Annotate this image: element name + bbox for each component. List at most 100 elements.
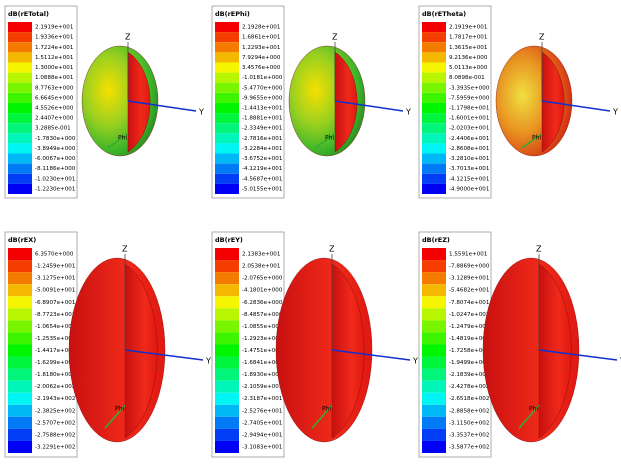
legend-swatch bbox=[422, 42, 446, 52]
legend-swatch bbox=[215, 62, 239, 72]
axis-label-phi: Phi bbox=[532, 135, 541, 142]
legend-label: -1.0230e+001 bbox=[35, 176, 76, 182]
legend-swatch bbox=[422, 52, 446, 62]
legend-label: 2.1383e+001 bbox=[242, 252, 281, 258]
figure: dB(rETotal)2.1919e+0011.9336e+0011.7224e… bbox=[0, 0, 621, 466]
legend-swatch bbox=[8, 154, 32, 164]
legend-swatch bbox=[8, 42, 32, 52]
legend-label: 8.7763e+000 bbox=[35, 85, 74, 91]
legend-swatch bbox=[422, 357, 446, 369]
legend-swatch bbox=[8, 284, 32, 296]
legend-swatch bbox=[8, 143, 32, 153]
legend-swatch bbox=[8, 308, 32, 320]
legend-swatch bbox=[8, 103, 32, 113]
legend-label: -2.1943e+002 bbox=[35, 396, 75, 402]
legend-swatch bbox=[215, 260, 239, 272]
legend-swatch bbox=[8, 184, 32, 194]
panel: dB(rEY)2.1383e+0012.0538e+001-2.0765e+00… bbox=[212, 232, 418, 457]
legend-swatch bbox=[422, 441, 446, 453]
legend-swatch bbox=[215, 154, 239, 164]
legend-label: -2.9494e+001 bbox=[242, 432, 283, 438]
legend-label: 5.0113e+000 bbox=[449, 65, 488, 71]
legend-swatch bbox=[422, 417, 446, 429]
axis-label-z: Z bbox=[329, 245, 335, 254]
legend-label: 1.5112e+001 bbox=[35, 55, 74, 61]
legend-label: 1.6861e+001 bbox=[242, 35, 281, 41]
legend-label: 2.1919e+001 bbox=[35, 25, 74, 31]
legend-swatch bbox=[215, 42, 239, 52]
legend-label: -1.2459e+001 bbox=[35, 264, 76, 270]
legend-swatch bbox=[422, 429, 446, 441]
legend-label: 1.7817e+001 bbox=[449, 35, 488, 41]
legend-label: 8.0898e-001 bbox=[449, 75, 485, 81]
legend-swatch bbox=[8, 369, 32, 381]
legend-label: -2.1059e+001 bbox=[242, 384, 283, 390]
legend-swatch bbox=[422, 308, 446, 320]
legend-swatch bbox=[8, 164, 32, 174]
legend-swatch bbox=[215, 429, 239, 441]
legend-swatch bbox=[8, 123, 32, 133]
legend-swatch bbox=[215, 103, 239, 113]
legend-swatch bbox=[215, 164, 239, 174]
legend-swatch bbox=[422, 22, 446, 32]
legend-label: -2.1839e+002 bbox=[449, 372, 489, 378]
legend-swatch bbox=[422, 103, 446, 113]
legend-label: 1.3000e+001 bbox=[35, 65, 74, 71]
legend-swatch bbox=[8, 93, 32, 103]
axis-label-y: Y bbox=[405, 108, 411, 117]
legend-label: -2.7588e+002 bbox=[35, 432, 75, 438]
legend-swatch bbox=[422, 73, 446, 83]
legend-swatch bbox=[8, 32, 32, 42]
legend-swatch bbox=[8, 332, 32, 344]
axis-label-phi: Phi bbox=[115, 406, 124, 413]
legend-swatch bbox=[422, 332, 446, 344]
legend-label: -2.0203e+001 bbox=[449, 126, 490, 132]
legend-swatch bbox=[8, 113, 32, 123]
legend-swatch bbox=[8, 296, 32, 308]
legend-title: dB(rEZ) bbox=[422, 236, 450, 244]
legend-label: -2.8608e+001 bbox=[449, 146, 490, 152]
legend-swatch bbox=[215, 93, 239, 103]
axis-label-z: Z bbox=[332, 33, 338, 42]
legend-swatch bbox=[422, 93, 446, 103]
legend-swatch bbox=[422, 83, 446, 93]
legend-label: -1.6001e+001 bbox=[449, 116, 490, 122]
legend-label: 6.6645e+000 bbox=[35, 95, 74, 101]
legend-label: -2.5707e+002 bbox=[35, 420, 75, 426]
legend-swatch bbox=[422, 133, 446, 143]
legend-label: -1.0855e+001 bbox=[242, 324, 283, 330]
legend-label: -2.3349e+001 bbox=[242, 126, 283, 132]
panel: dB(rETheta)2.1919e+0011.7817e+0011.3615e… bbox=[419, 6, 618, 198]
legend-label: 2.4407e+000 bbox=[35, 116, 74, 122]
legend-swatch bbox=[422, 369, 446, 381]
legend-swatch bbox=[422, 32, 446, 42]
legend-label: 1.5591e+001 bbox=[449, 252, 488, 258]
legend-label: -6.8907e+001 bbox=[35, 300, 76, 306]
legend-swatch bbox=[422, 296, 446, 308]
legend-label: -8.7723e+001 bbox=[35, 312, 76, 318]
axis-label-y: Y bbox=[612, 108, 618, 117]
legend-label: -3.7013e+001 bbox=[449, 166, 490, 172]
legend-label: -2.0765e+000 bbox=[242, 276, 283, 282]
legend-label: -3.3935e+000 bbox=[449, 85, 490, 91]
legend-label: -1.2479e+002 bbox=[449, 324, 489, 330]
legend-swatch bbox=[8, 441, 32, 453]
legend-label: 1.2293e+001 bbox=[242, 45, 281, 51]
legend-swatch bbox=[8, 344, 32, 356]
legend-swatch bbox=[422, 143, 446, 153]
legend-label: 3.4576e+000 bbox=[242, 65, 281, 71]
legend-label: 3.2885e-001 bbox=[35, 126, 71, 132]
legend-label: -3.3537e+002 bbox=[449, 432, 489, 438]
legend-swatch bbox=[422, 272, 446, 284]
legend-label: -4.1801e+000 bbox=[242, 288, 283, 294]
legend-swatch bbox=[422, 320, 446, 332]
legend-label: 1.7224e+001 bbox=[35, 45, 74, 51]
axis-label-z: Z bbox=[125, 33, 131, 42]
legend-swatch bbox=[215, 184, 239, 194]
legend-swatch bbox=[8, 405, 32, 417]
legend-label: 2.0538e+001 bbox=[242, 264, 281, 270]
legend-label: -3.1289e+001 bbox=[449, 276, 490, 282]
legend-label: -5.4770e+000 bbox=[242, 85, 283, 91]
legend-label: -3.1275e+001 bbox=[35, 276, 76, 282]
panel: dB(rEZ)1.5591e+001-7.8869e+000-3.1289e+0… bbox=[419, 232, 621, 457]
